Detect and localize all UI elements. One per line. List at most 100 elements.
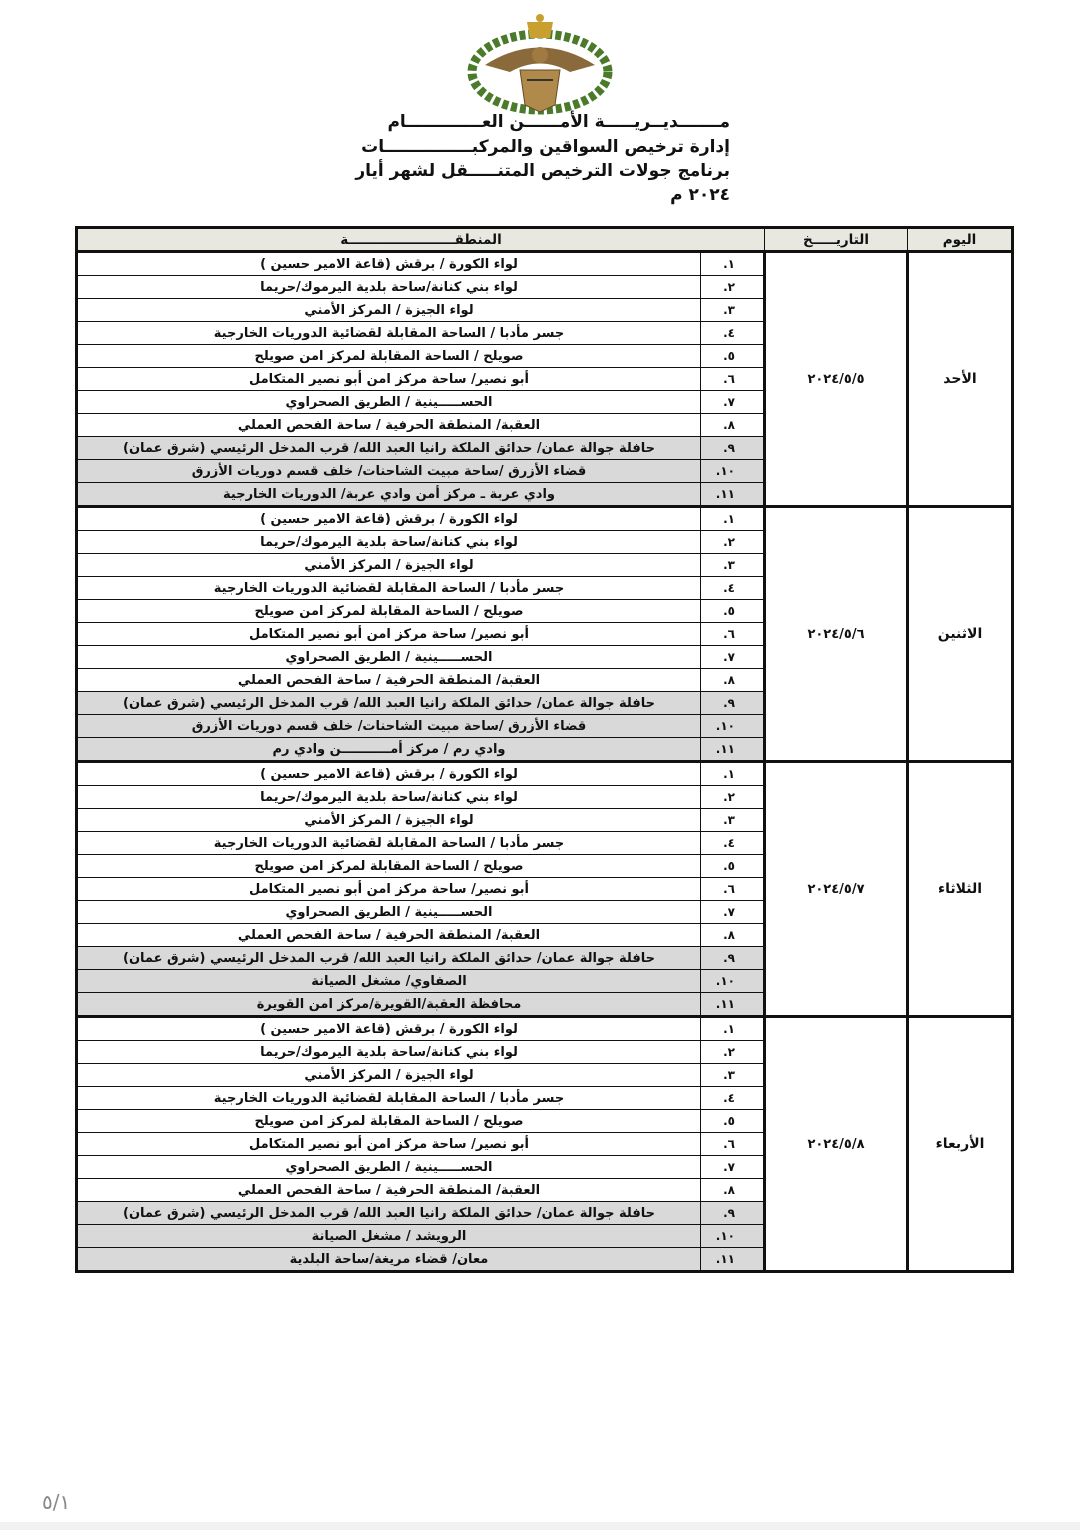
area-cell: الحســـــينية / الطريق الصحراوي	[76, 900, 701, 924]
area-cell: الحســـــينية / الطريق الصحراوي	[76, 390, 701, 414]
row-number: ٤.	[700, 321, 765, 345]
row-number: ٥.	[700, 599, 765, 623]
area-cell: لواء الجيزة / المركز الأمني	[76, 808, 701, 832]
public-security-emblem	[467, 14, 613, 115]
table-row: الأربعاء ٢٠٢٤/٥/٨ ١. لواء الكورة / برقش (قا…	[76, 1016, 1013, 1272]
table-row: ١١. معان/ قضاء مريغة/ساحة البلدية	[76, 1247, 1013, 1272]
table-row: ٢. لواء بني كنانة/ساحة بلدية اليرموك/حريم…	[76, 1040, 1013, 1064]
area-cell: صويلح / الساحة المقابلة لمركز امن صويلح	[76, 854, 701, 878]
area-cell: جسر مأدبا / الساحة المقابلة لقضائية الدو…	[76, 1086, 701, 1110]
table-row: الاثنين ٢٠٢٤/٥/٦ ١. لواء الكورة / برقش (قاع…	[76, 506, 1013, 762]
area-cell: لواء الجيزة / المركز الأمني	[76, 1063, 701, 1087]
page-number: ٥/١	[42, 1490, 71, 1514]
day-cell: الثلاثاء	[906, 761, 1013, 1017]
row-number: ٥.	[700, 1109, 765, 1133]
table-row: ١٠. قضاء الأزرق /ساحة مبيت الشاحنات/ خلف …	[76, 714, 1013, 738]
row-number: ٤.	[700, 1086, 765, 1110]
area-cell: لواء الجيزة / المركز الأمني	[76, 298, 701, 322]
header-directorate: مـــــــديــريـــــة الأمــــــن العــــ…	[387, 112, 730, 132]
area-cell: لواء الكورة / برقش (قاعة الامير حسين )	[76, 761, 701, 786]
header-day: اليوم	[907, 227, 1013, 253]
date-cell: ٢٠٢٤/٥/٨	[763, 1016, 908, 1272]
area-cell: لواء بني كنانة/ساحة بلدية اليرموك/حريما	[76, 530, 701, 554]
area-cell: حافلة جوالة عمان/ حدائق الملكة رانيا الع…	[76, 946, 701, 970]
header-program-title: برنامج جولات الترخيص المتنـــــقل لشهر أ…	[355, 161, 730, 205]
area-cell: لواء بني كنانة/ساحة بلدية اليرموك/حريما	[76, 1040, 701, 1064]
table-row: ١١. محافظة العقبة/القويرة/مركز امن القوير…	[76, 992, 1013, 1017]
table-row: ١١. وادي رم / مركز أمـــــــــــن وادي رم	[76, 737, 1013, 762]
row-number: ١٠.	[700, 969, 765, 993]
table-row: ١٠. الرويشد / مشغل الصيانة	[76, 1224, 1013, 1248]
row-number: ١٠.	[700, 459, 765, 483]
table-row: ٧. الحســـــينية / الطريق الصحراوي	[76, 645, 1013, 669]
row-number: ٧.	[700, 390, 765, 414]
day-cell: الأحد	[906, 251, 1013, 507]
area-cell: العقبة/ المنطقة الحرفية / ساحة الفحص الع…	[76, 923, 701, 947]
area-cell: وادي عربة ـ مركز أمن وادي عربة/ الدوريات…	[76, 482, 701, 507]
area-cell: صويلح / الساحة المقابلة لمركز امن صويلح	[76, 1109, 701, 1133]
row-number: ٥.	[700, 344, 765, 368]
date-cell: ٢٠٢٤/٥/٥	[763, 251, 908, 507]
row-number: ٢.	[700, 785, 765, 809]
table-row: ٥. صويلح / الساحة المقابلة لمركز امن صويل…	[76, 599, 1013, 623]
area-cell: لواء الكورة / برقش (قاعة الامير حسين )	[76, 251, 701, 276]
table-row: ٧. الحســـــينية / الطريق الصحراوي	[76, 1155, 1013, 1179]
area-cell: حافلة جوالة عمان/ حدائق الملكة رانيا الع…	[76, 1201, 701, 1225]
table-row: ٣. لواء الجيزة / المركز الأمني	[76, 1063, 1013, 1087]
row-number: ١١.	[700, 482, 765, 507]
area-cell: صويلح / الساحة المقابلة لمركز امن صويلح	[76, 599, 701, 623]
table-row: ١٠. الصفاوي/ مشغل الصيانة	[76, 969, 1013, 993]
table-row: الأحد ٢٠٢٤/٥/٥ ١. لواء الكورة / برقش (قاعة …	[76, 251, 1013, 507]
area-cell: جسر مأدبا / الساحة المقابلة لقضائية الدو…	[76, 576, 701, 600]
area-cell: العقبة/ المنطقة الحرفية / ساحة الفحص الع…	[76, 413, 701, 437]
day-cell: الاثنين	[906, 506, 1013, 762]
table-row: ٨. العقبة/ المنطقة الحرفية / ساحة الفحص ا…	[76, 413, 1013, 437]
table-row: ٧. الحســـــينية / الطريق الصحراوي	[76, 900, 1013, 924]
bottom-bar	[0, 1522, 1080, 1530]
area-cell: حافلة جوالة عمان/ حدائق الملكة رانيا الع…	[76, 436, 701, 460]
table-row: ٤. جسر مأدبا / الساحة المقابلة لقضائية ال…	[76, 1086, 1013, 1110]
row-number: ١٠.	[700, 1224, 765, 1248]
row-number: ٩.	[700, 691, 765, 715]
header-date: التاريـــــخ	[764, 227, 908, 253]
table-row: ٢. لواء بني كنانة/ساحة بلدية اليرموك/حريم…	[76, 530, 1013, 554]
table-row: ٣. لواء الجيزة / المركز الأمني	[76, 553, 1013, 577]
row-number: ٢.	[700, 1040, 765, 1064]
header-department: إدارة ترخيص السواقين والمركبــــــــــــ…	[361, 137, 730, 157]
table-row: ٢. لواء بني كنانة/ساحة بلدية اليرموك/حريم…	[76, 785, 1013, 809]
table-row: ٩. حافلة جوالة عمان/ حدائق الملكة رانيا ا…	[76, 436, 1013, 460]
header-area: المنطقـــــــــــــــــــــــة	[76, 227, 765, 253]
table-row: الثلاثاء ٢٠٢٤/٥/٧ ١. لواء الكورة / برقش (قا…	[76, 761, 1013, 1017]
row-number: ٢.	[700, 530, 765, 554]
table-row: ٨. العقبة/ المنطقة الحرفية / ساحة الفحص ا…	[76, 923, 1013, 947]
area-cell: محافظة العقبة/القويرة/مركز امن القويرة	[76, 992, 701, 1017]
row-number: ٩.	[700, 946, 765, 970]
row-number: ٧.	[700, 1155, 765, 1179]
row-number: ١١.	[700, 737, 765, 762]
row-number: ١٠.	[700, 714, 765, 738]
table-row: ٦. أبو نصير/ ساحة مركز امن أبو نصير المتك…	[76, 1132, 1013, 1156]
table-row: ٤. جسر مأدبا / الساحة المقابلة لقضائية ال…	[76, 831, 1013, 855]
row-number: ٨.	[700, 1178, 765, 1202]
row-number: ٣.	[700, 808, 765, 832]
area-cell: لواء الجيزة / المركز الأمني	[76, 553, 701, 577]
area-cell: صويلح / الساحة المقابلة لمركز امن صويلح	[76, 344, 701, 368]
row-number: ٨.	[700, 668, 765, 692]
row-number: ٧.	[700, 900, 765, 924]
area-cell: معان/ قضاء مريغة/ساحة البلدية	[76, 1247, 701, 1272]
area-cell: جسر مأدبا / الساحة المقابلة لقضائية الدو…	[76, 321, 701, 345]
row-number: ٦.	[700, 367, 765, 391]
table-row: ١٠. قضاء الأزرق /ساحة مبيت الشاحنات/ خلف …	[76, 459, 1013, 483]
date-cell: ٢٠٢٤/٥/٧	[763, 761, 908, 1017]
row-number: ٦.	[700, 1132, 765, 1156]
table-row: ٦. أبو نصير/ ساحة مركز امن أبو نصير المتك…	[76, 877, 1013, 901]
area-cell: وادي رم / مركز أمـــــــــــن وادي رم	[76, 737, 701, 762]
area-cell: أبو نصير/ ساحة مركز امن أبو نصير المتكام…	[76, 622, 701, 646]
row-number: ٦.	[700, 877, 765, 901]
area-cell: أبو نصير/ ساحة مركز امن أبو نصير المتكام…	[76, 367, 701, 391]
area-cell: حافلة جوالة عمان/ حدائق الملكة رانيا الع…	[76, 691, 701, 715]
row-number: ١.	[700, 251, 765, 276]
row-number: ٣.	[700, 298, 765, 322]
row-number: ١.	[700, 1016, 765, 1041]
area-cell: الرويشد / مشغل الصيانة	[76, 1224, 701, 1248]
